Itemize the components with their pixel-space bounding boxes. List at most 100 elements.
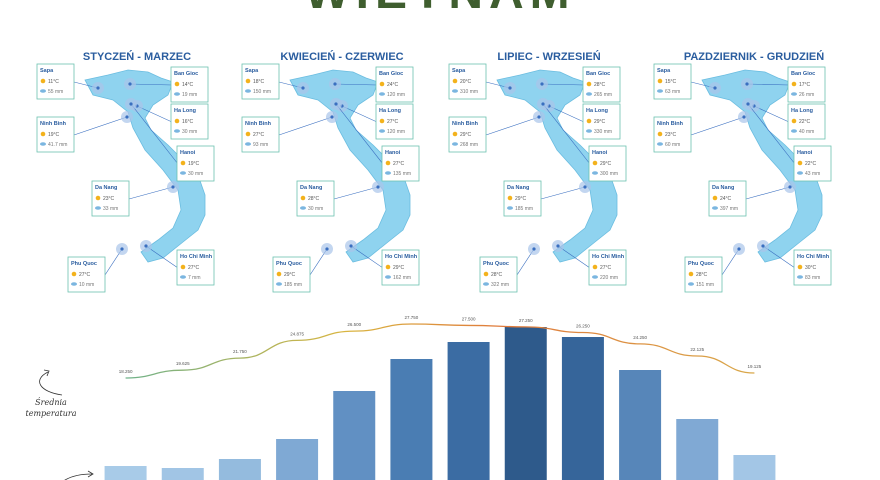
city-rain: 300 mm: [600, 171, 618, 177]
city-rain: 30 mm: [188, 171, 203, 177]
city-rain: 330 mm: [594, 129, 612, 135]
city-temp: 20°C: [460, 79, 472, 85]
rain-icon: [40, 142, 46, 146]
rain-icon: [592, 171, 598, 175]
city-dot: [334, 102, 338, 106]
city-temp: 19°C: [188, 161, 200, 167]
leader-line: [745, 186, 791, 200]
city-rain: 185 mm: [515, 206, 533, 212]
city-name: Sapa: [40, 68, 54, 74]
rain-icon: [385, 275, 391, 279]
rain-icon: [245, 89, 251, 93]
rain-icon: [712, 206, 718, 210]
city-temp: 14°C: [182, 82, 194, 88]
city-name: Ho Chi Minh: [385, 254, 418, 260]
sun-icon: [40, 131, 46, 137]
value-label: 26.250: [576, 324, 590, 329]
city-dot: [556, 244, 560, 248]
page-title: WIETNAM: [304, 0, 575, 19]
bar: [390, 359, 433, 480]
city-rain: 55 mm: [48, 89, 63, 95]
city-dot: [532, 247, 536, 251]
city-rain: 10 mm: [79, 282, 94, 288]
city-temp: 19°C: [48, 132, 60, 138]
city-dot: [333, 82, 337, 86]
rain-icon: [797, 171, 803, 175]
panel-title: PAZDZIERNIK - GRUDZIEŃ: [684, 50, 824, 63]
rain-icon: [592, 275, 598, 279]
city-name: Ninh Binh: [245, 121, 272, 127]
rain-icon: [379, 92, 385, 96]
rain-icon: [586, 92, 592, 96]
sun-icon: [385, 264, 391, 270]
city-name: Phu Quoc: [71, 261, 97, 267]
sun-icon: [712, 195, 718, 201]
bar: [161, 468, 204, 480]
rain-icon: [657, 89, 663, 93]
rain-icon: [688, 282, 694, 286]
rain-icon: [791, 92, 797, 96]
sun-icon: [385, 160, 391, 166]
city-name: Hanoi: [385, 150, 401, 156]
rain-icon: [276, 282, 282, 286]
sun-icon: [180, 264, 186, 270]
city-name: Ho Chi Minh: [180, 254, 213, 260]
city-dot: [376, 185, 380, 189]
city-temp: 29°C: [393, 265, 405, 271]
city-dot: [144, 244, 148, 248]
rain-icon: [300, 206, 306, 210]
value-label: 19.125: [748, 364, 762, 369]
sun-icon: [797, 160, 803, 166]
city-name: Hanoi: [592, 150, 608, 156]
sun-icon: [592, 160, 598, 166]
panel-title: KWIECIEŃ - CZERWIEC: [280, 50, 403, 63]
city-dot: [745, 82, 749, 86]
bar: [733, 455, 776, 480]
city-rain: 33 mm: [103, 206, 118, 212]
city-dot: [508, 86, 512, 90]
city-name: Hanoi: [797, 150, 813, 156]
city-dot: [761, 244, 765, 248]
value-label: 26.500: [347, 322, 361, 327]
leader-line: [130, 103, 179, 165]
city-name: Ha Long: [586, 108, 608, 114]
city-dot: [746, 102, 750, 106]
city-dot: [349, 244, 353, 248]
sun-icon: [452, 78, 458, 84]
city-name: Ha Long: [791, 108, 813, 114]
city-dot: [713, 86, 717, 90]
bar: [561, 337, 604, 480]
city-name: Da Nang: [507, 185, 529, 191]
sun-icon: [180, 160, 186, 166]
bar: [619, 370, 662, 480]
city-name: Ban Gioc: [586, 71, 610, 77]
map-panel: KWIECIEŃ - CZERWIEC Sapa 18°C 150 mm Ban Gio…: [241, 50, 420, 293]
rain-icon: [385, 171, 391, 175]
city-name: Sapa: [452, 68, 466, 74]
leader-line: [73, 116, 128, 136]
leader-line: [128, 186, 174, 200]
value-label: 18.250: [119, 369, 133, 374]
sun-icon: [791, 81, 797, 87]
city-rain: 268 mm: [460, 142, 478, 148]
city-name: Ban Gioc: [379, 71, 403, 77]
city-dot: [129, 102, 133, 106]
city-temp: 29°C: [594, 119, 606, 125]
bar: [676, 419, 719, 480]
city-temp: 29°C: [284, 272, 296, 278]
rain-icon: [791, 129, 797, 133]
city-temp: 27°C: [188, 265, 200, 271]
city-dot: [125, 115, 129, 119]
city-dot: [120, 247, 124, 251]
city-box: [787, 66, 826, 103]
city-rain: 41.7 mm: [48, 142, 67, 148]
city-name: Phu Quoc: [483, 261, 509, 267]
value-label: 22.125: [690, 347, 704, 352]
leader-line: [278, 116, 333, 136]
city-box: [375, 103, 414, 140]
rain-icon: [657, 142, 663, 146]
city-dot: [171, 185, 175, 189]
city-dot: [96, 86, 100, 90]
leader-line: [334, 83, 378, 86]
sun-icon: [245, 131, 251, 137]
